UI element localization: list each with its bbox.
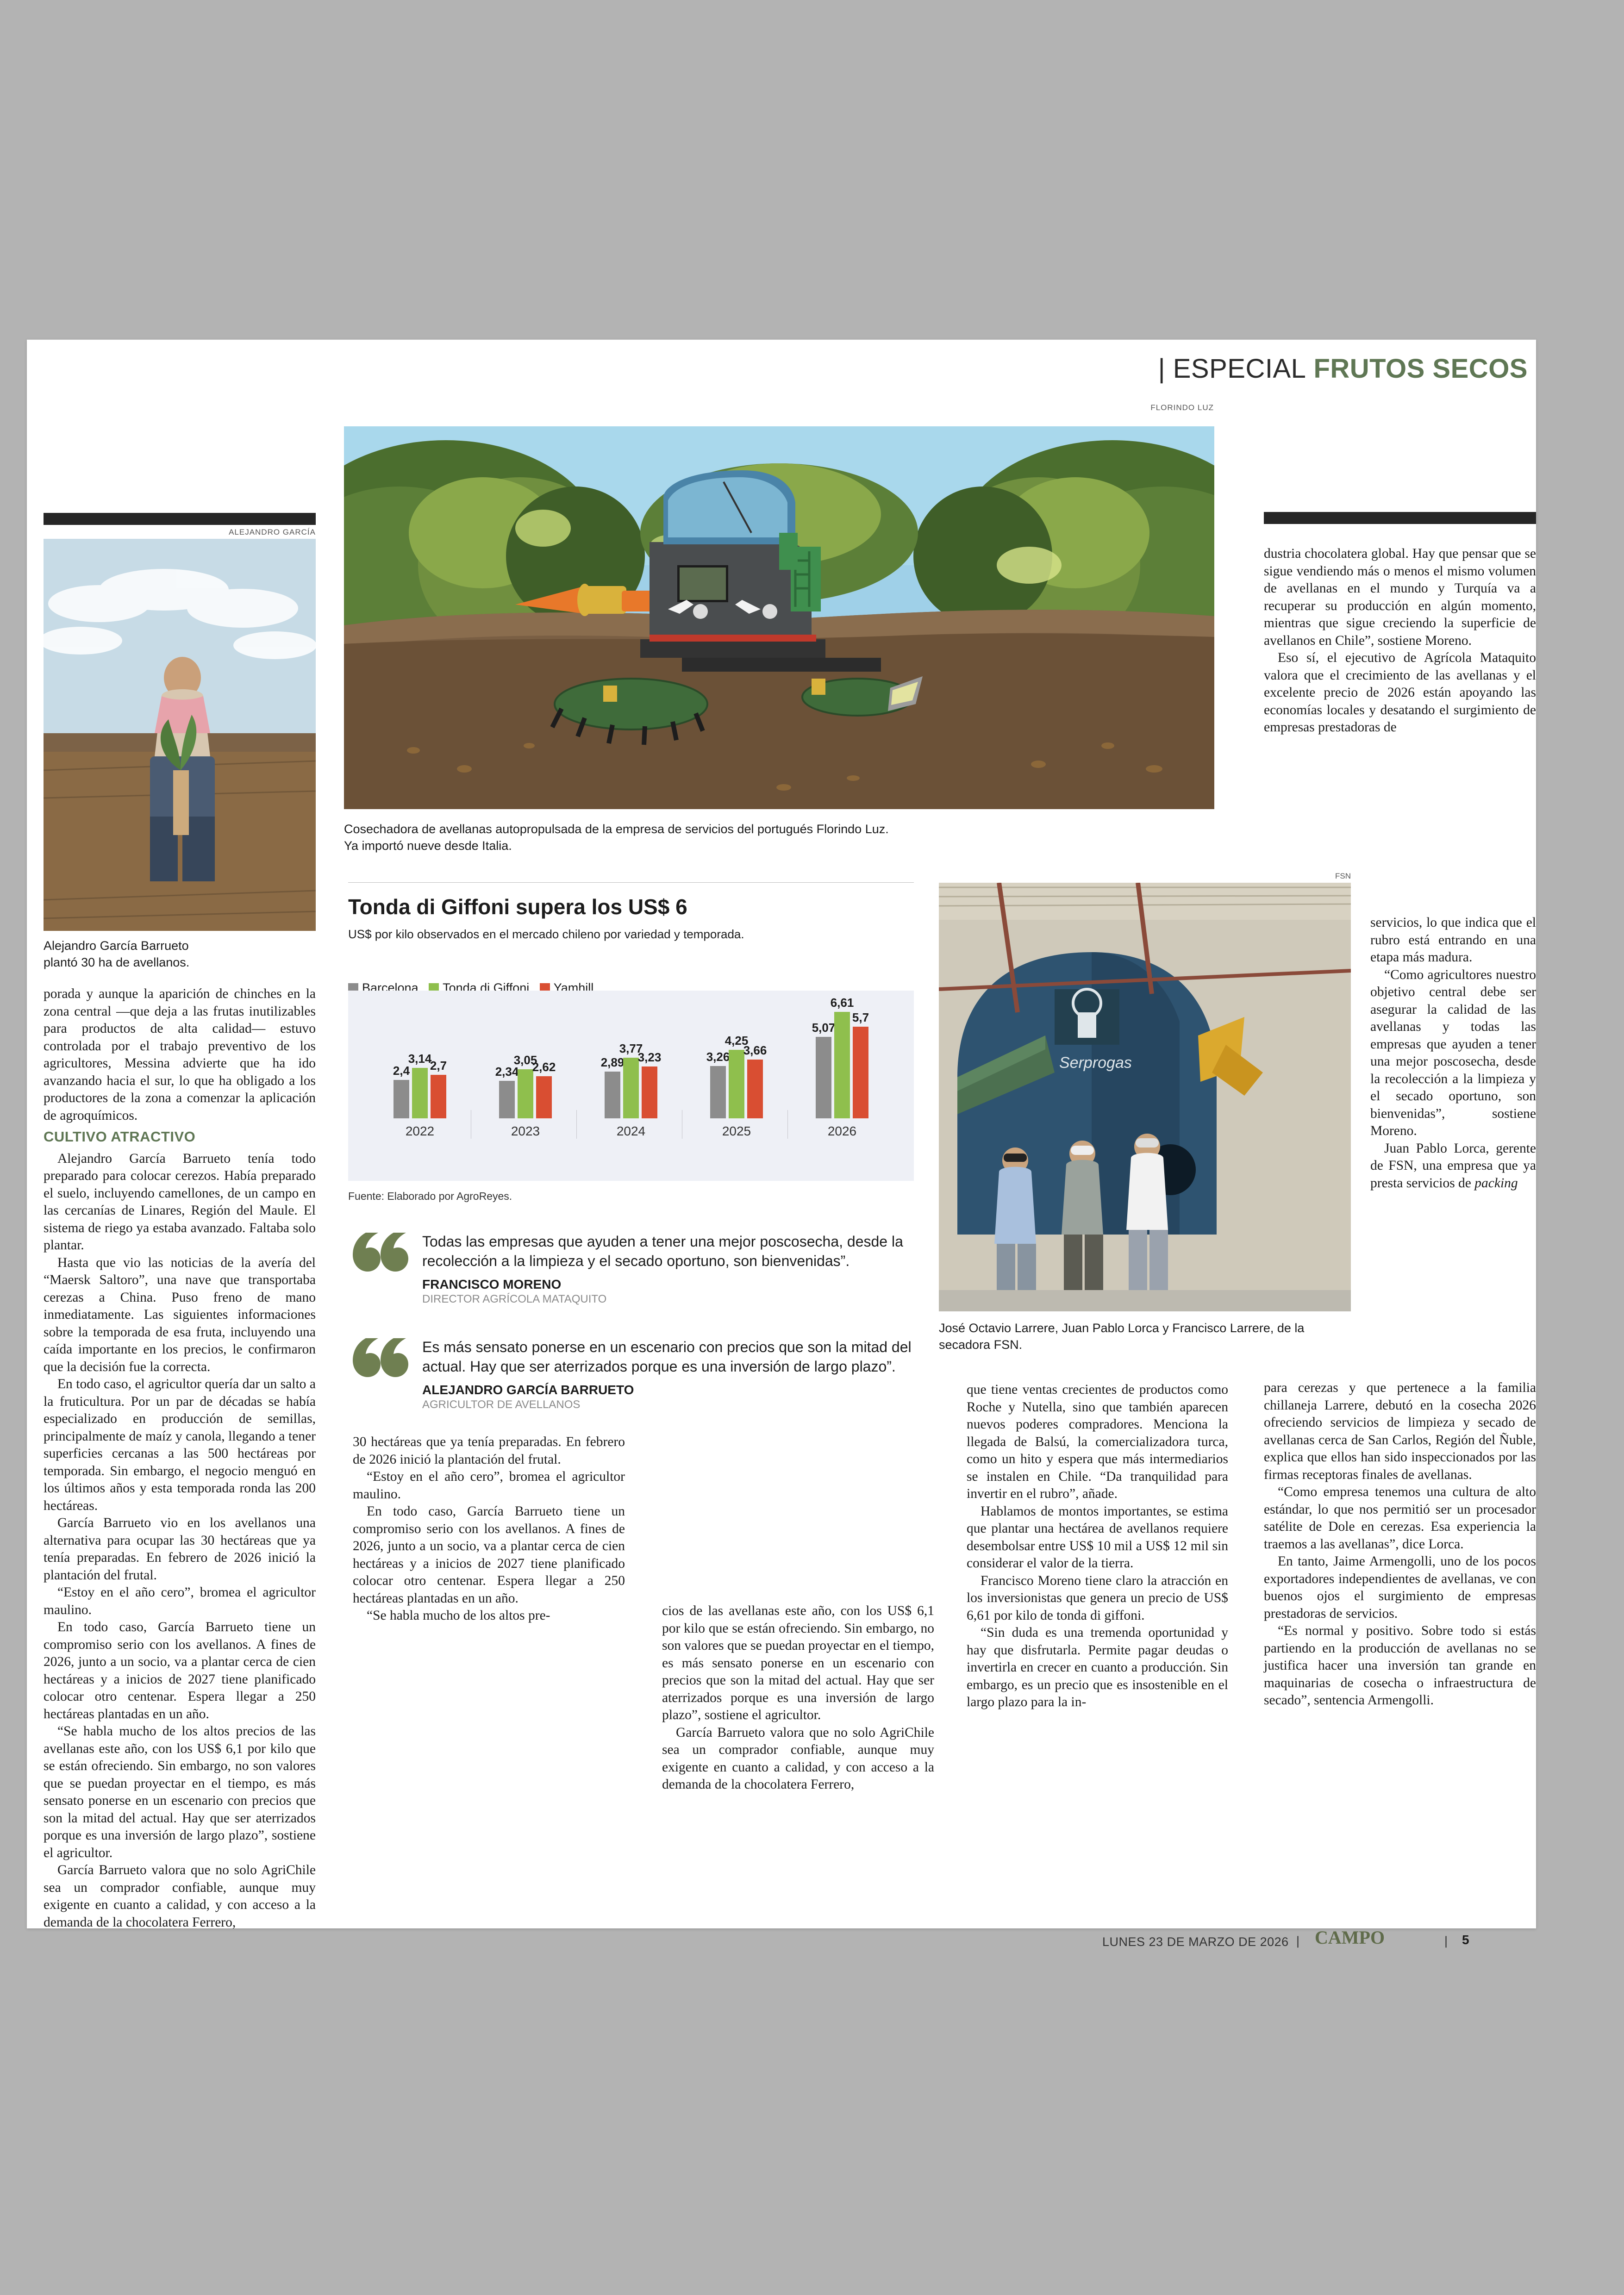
svg-text:Serprogas: Serprogas	[1059, 1054, 1132, 1072]
